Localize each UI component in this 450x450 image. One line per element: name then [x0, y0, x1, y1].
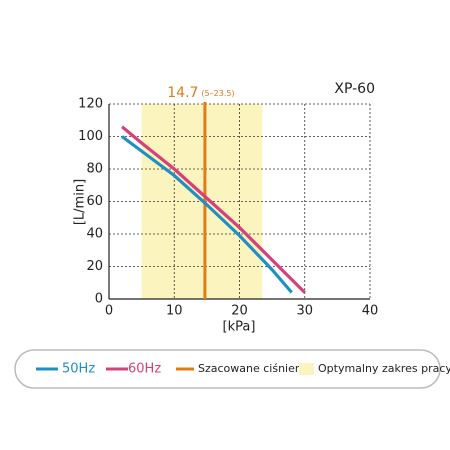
chart-title: XP-60	[334, 81, 375, 97]
reference-value: 14.7	[167, 85, 198, 101]
y-tick-label: 120	[78, 97, 103, 112]
x-tick-label: 30	[296, 304, 313, 319]
legend-label: 50Hz	[62, 362, 95, 377]
y-tick-label: 20	[86, 259, 103, 274]
range-label: (5–23.5)	[201, 89, 234, 98]
series-line	[121, 135, 293, 294]
y-axis-label: [L/min]	[73, 179, 88, 225]
y-tick-label: 100	[78, 129, 103, 144]
y-tick-label: 0	[95, 292, 103, 307]
legend-swatch	[299, 363, 314, 375]
y-tick-label: 80	[86, 162, 103, 177]
series-line	[121, 125, 306, 294]
reference-label: 14.7 (5–23.5)	[167, 85, 234, 101]
legend-label: Optymalny zakres pracy	[318, 362, 450, 375]
x-tick-label: 0	[105, 304, 113, 319]
y-tick-label: 60	[86, 194, 103, 209]
legend-label: 60Hz	[128, 362, 161, 377]
x-tick-label: 40	[362, 304, 379, 319]
y-tick-label: 40	[86, 227, 103, 242]
x-tick-label: 10	[166, 304, 183, 319]
x-tick-label: 20	[231, 304, 248, 319]
legend-label: Szacowane ciśnienie	[198, 362, 312, 375]
x-axis-label: [kPa]	[223, 320, 256, 335]
legend-box	[14, 349, 441, 389]
